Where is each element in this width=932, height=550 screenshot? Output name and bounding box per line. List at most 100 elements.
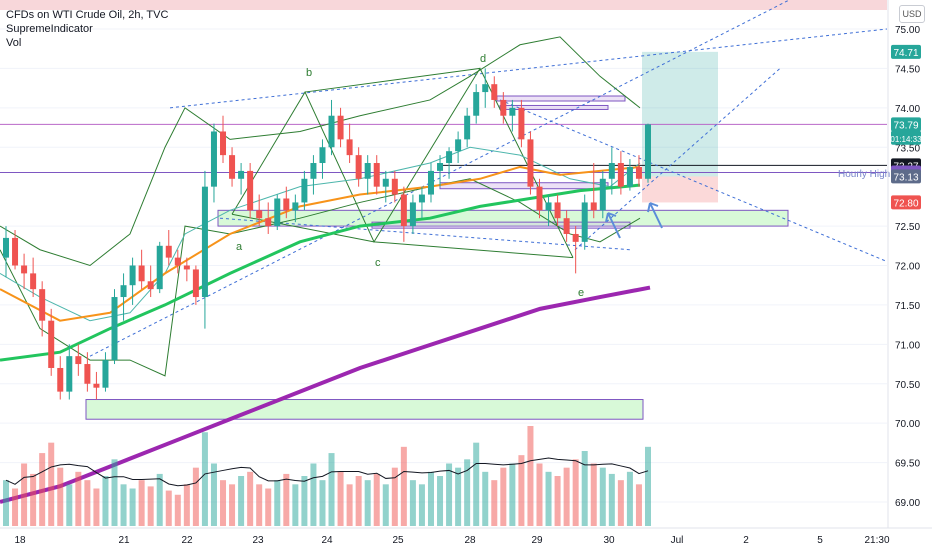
rising-trend-line	[574, 68, 781, 251]
candle-body	[346, 139, 353, 156]
candle-body	[165, 245, 172, 258]
lower-band	[0, 178, 641, 377]
candle-body	[446, 151, 453, 164]
volume-bar	[391, 467, 398, 526]
price-tag-text: 73.79	[893, 120, 918, 131]
pattern-label-e: e	[578, 287, 584, 299]
volume-bar	[183, 484, 190, 526]
volume-bar	[39, 453, 46, 526]
candle-body	[84, 364, 91, 384]
candle-body	[201, 186, 208, 298]
volume-bar	[192, 467, 199, 526]
volume-bar	[590, 463, 597, 526]
volume-bar	[84, 480, 91, 526]
volume-bar	[138, 480, 145, 526]
volume-bar	[473, 442, 480, 526]
price-tag-bg	[891, 195, 921, 210]
volume-bar	[12, 488, 19, 526]
volume-bar	[247, 471, 254, 526]
volume-bar	[427, 471, 434, 526]
volume-bar	[581, 451, 588, 526]
volume-bar	[274, 480, 281, 526]
currency-button[interactable]: USD	[899, 5, 925, 23]
volume-bar	[617, 480, 624, 526]
small-zone-1	[439, 182, 609, 190]
candle-body	[491, 84, 498, 100]
arrow-up-1	[605, 212, 621, 239]
y-tick-label: 69.00	[895, 498, 920, 509]
x-tick-label: 22	[181, 535, 193, 546]
candle-body	[220, 131, 227, 156]
volume-bar	[355, 476, 362, 526]
volume-bar	[75, 471, 82, 526]
volume-bar	[174, 494, 181, 526]
candle-body	[283, 198, 290, 211]
candle-body	[355, 155, 362, 179]
volume-bar	[373, 473, 380, 526]
candle-body	[301, 178, 308, 203]
candle-body	[265, 218, 272, 227]
y-tick-label: 74.50	[895, 64, 920, 75]
candle-body	[247, 170, 254, 211]
volume-bar	[563, 467, 570, 526]
volume-bar	[464, 459, 471, 526]
candle-body	[473, 92, 480, 116]
volume-bar	[626, 471, 633, 526]
candle-body	[174, 257, 181, 266]
y-tick-label: 74.00	[895, 104, 920, 115]
volume-label[interactable]: Vol	[6, 37, 22, 49]
volume-bar	[283, 473, 290, 526]
candle-body	[75, 356, 82, 365]
x-tick-label: 23	[252, 535, 264, 546]
candle-body	[93, 383, 100, 388]
candle-body	[545, 202, 552, 211]
candle-body	[192, 269, 199, 298]
x-tick-label: 2	[743, 535, 749, 546]
symbol-title[interactable]: CFDs on WTI Crude Oil, 2h, TVC	[6, 9, 169, 21]
stop-box	[642, 176, 718, 203]
candle-body	[590, 202, 597, 211]
volume-bar	[527, 426, 534, 526]
y-tick-label: 70.00	[895, 419, 920, 430]
falling-trend-line	[499, 99, 888, 263]
x-tick-label: 5	[817, 535, 823, 546]
harmonic-top	[304, 67, 481, 93]
x-tick-label: 18	[14, 535, 26, 546]
y-tick-label: 72.00	[895, 262, 920, 273]
candle-body	[337, 115, 344, 140]
pattern-label-b: b	[306, 67, 312, 79]
candle-body	[626, 166, 633, 187]
volume-bar	[21, 463, 28, 526]
volume-bar	[220, 480, 227, 526]
pattern-label-c: c	[375, 257, 381, 269]
volume-bar	[509, 463, 516, 526]
price-tag-text: 01:14:33	[890, 135, 922, 144]
candle-body	[518, 107, 525, 140]
candle-body	[111, 297, 118, 361]
candle-body	[509, 107, 516, 116]
small-zone-3	[499, 104, 609, 110]
candle-body	[30, 273, 37, 290]
long-trend-line	[89, 0, 791, 357]
volume-bar	[482, 471, 489, 526]
volume-bar	[3, 480, 9, 526]
candle-body	[310, 163, 317, 179]
candle-body	[147, 281, 154, 290]
pattern-label-d: d	[480, 53, 486, 65]
indicator-label[interactable]: SupremeIndicator	[6, 23, 93, 35]
candle-body	[455, 139, 462, 152]
x-tick-label: 21:30	[864, 535, 889, 546]
demand-zone-lower	[85, 399, 644, 420]
y-tick-label: 70.50	[895, 380, 920, 391]
x-tick-label: 21	[118, 535, 130, 546]
slow-ma	[0, 285, 651, 504]
candle-body	[256, 210, 263, 219]
upper-channel-line	[169, 28, 888, 109]
candle-body	[129, 265, 136, 286]
volume-bar	[446, 463, 453, 526]
candle-body	[382, 178, 389, 187]
volume-bar	[337, 471, 344, 526]
candle-body	[482, 84, 489, 93]
